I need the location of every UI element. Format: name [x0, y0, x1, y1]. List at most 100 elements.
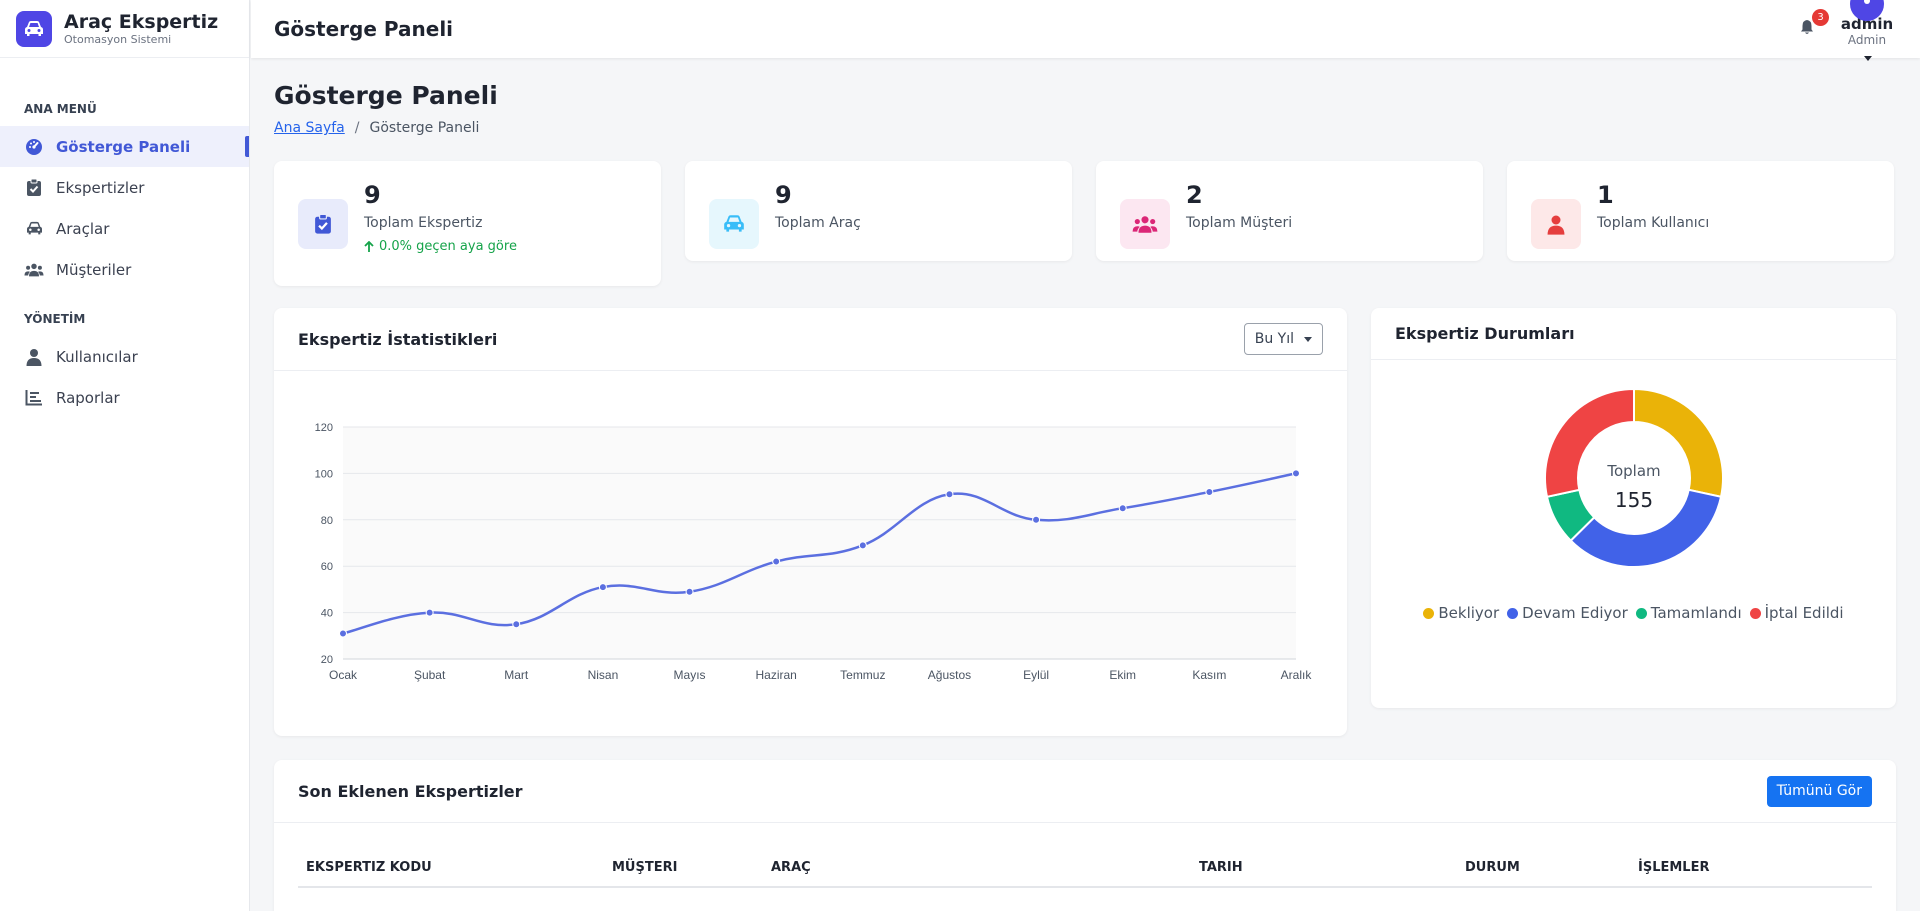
inspection-stats-panel: Ekspertiz İstatistikleri Bu Yıl 20 40 60 80… [274, 308, 1347, 736]
recent-panel-title: Son Eklenen Ekspertizler [298, 781, 523, 801]
data-point[interactable] [1118, 504, 1127, 513]
x-tick-label: Ocak [329, 668, 358, 682]
stat-card-vehicles: 9 Toplam Araç [685, 161, 1072, 261]
column-header[interactable]: Araç [771, 859, 811, 875]
car-icon [16, 10, 52, 47]
stat-label: Toplam Müşteri [1186, 215, 1293, 231]
data-point[interactable] [1292, 469, 1300, 478]
data-point[interactable] [512, 620, 521, 629]
data-point[interactable] [425, 608, 434, 617]
legend-item[interactable]: Devam Ediyor [1507, 604, 1628, 622]
stat-trend: 0.0% geçen aya göre [364, 239, 517, 254]
sidebar-item-vehicles[interactable]: Araçlar [0, 208, 249, 249]
user-menu[interactable]: admin Admin [1837, 0, 1897, 61]
x-tick-label: Mayıs [674, 668, 706, 682]
sidebar-item-label: Ekspertizler [56, 178, 145, 197]
donut-slice[interactable] [1544, 387, 1635, 498]
clipboard-check-icon [24, 178, 44, 198]
plot-area [343, 427, 1296, 659]
data-point[interactable] [858, 541, 867, 550]
y-tick-label: 40 [321, 608, 333, 620]
data-point[interactable] [772, 557, 781, 566]
car-icon [24, 219, 44, 239]
legend-item[interactable]: Tamamlandı [1635, 604, 1742, 622]
menu-section-admin: YÖNETİM [24, 312, 86, 326]
sidebar-item-label: Gösterge Paneli [56, 137, 191, 156]
sidebar-item-reports[interactable]: Raporlar [0, 377, 249, 418]
data-point[interactable] [598, 583, 607, 592]
x-tick-label: Kasım [1192, 668, 1226, 682]
donut-legend: Bekliyor Devam Ediyor Tamamlandı İptal Edil… [1371, 604, 1896, 622]
column-header[interactable]: Ekspertiz Kodu [306, 859, 432, 875]
legend-label: Tamamlandı [1650, 604, 1742, 622]
x-tick-label: Haziran [756, 668, 797, 682]
data-point[interactable] [945, 490, 954, 499]
notifications-button[interactable]: 3 [1795, 9, 1829, 41]
arrow-up-icon [364, 240, 374, 252]
column-header[interactable]: Tarih [1199, 859, 1243, 875]
sidebar-item-dashboard[interactable]: Gösterge Paneli [0, 126, 249, 167]
legend-item[interactable]: Bekliyor [1423, 604, 1499, 622]
sidebar-item-inspections[interactable]: Ekspertizler [0, 167, 249, 208]
breadcrumb-separator: / [354, 120, 360, 136]
legend-swatch [1507, 607, 1519, 619]
y-tick-label: 20 [321, 654, 333, 666]
chevron-down-icon [1304, 336, 1312, 342]
legend-swatch [1423, 607, 1435, 619]
column-header[interactable]: İşlemler [1638, 859, 1710, 875]
legend-swatch [1635, 607, 1647, 619]
brand[interactable]: Araç Ekspertiz Otomasyon Sistemi [0, 0, 249, 58]
stats-panel-title: Ekspertiz İstatistikleri [298, 329, 498, 349]
recent-inspections-panel: Son Eklenen Ekspertizler Tümünü Gör Eksp… [274, 760, 1896, 911]
sidebar-item-label: Müşteriler [56, 260, 132, 279]
range-select[interactable]: Bu Yıl [1243, 323, 1323, 355]
user-name: admin [1840, 15, 1894, 33]
view-all-button[interactable]: Tümünü Gör [1766, 775, 1872, 807]
donut-slice[interactable] [1633, 387, 1724, 498]
user-icon [24, 347, 44, 367]
topbar-title: Gösterge Paneli [274, 17, 454, 41]
donut-slice[interactable] [1569, 488, 1723, 568]
range-select-value: Bu Yıl [1254, 331, 1294, 347]
clipboard-check-icon [298, 199, 348, 249]
breadcrumb-home-link[interactable]: Ana Sayfa [274, 120, 345, 136]
main-content: Gösterge Paneli Ana Sayfa / Gösterge Pan… [274, 58, 1896, 911]
legend-label: İptal Edildi [1764, 604, 1844, 622]
stat-value: 9 [775, 181, 792, 209]
data-point[interactable] [1032, 515, 1041, 524]
donut-center-label: Toplam [1606, 462, 1660, 480]
x-tick-label: Mart [504, 668, 529, 682]
column-header[interactable]: Müşteri [612, 859, 678, 875]
sidebar-item-label: Kullanıcılar [56, 347, 138, 366]
user-role: Admin [1847, 33, 1887, 47]
breadcrumb: Ana Sayfa / Gösterge Paneli [274, 120, 1896, 136]
user-icon [1531, 199, 1581, 249]
x-tick-label: Şubat [414, 668, 446, 682]
topbar: Gösterge Paneli 3 admin Admin [251, 0, 1920, 61]
x-tick-label: Eylül [1023, 668, 1049, 682]
sidebar-item-users[interactable]: Kullanıcılar [0, 336, 249, 377]
breadcrumb-current: Gösterge Paneli [369, 120, 480, 136]
bar-chart-icon [24, 388, 44, 408]
legend-item[interactable]: İptal Edildi [1749, 604, 1844, 622]
users-icon [24, 260, 44, 280]
sidebar-item-label: Raporlar [56, 388, 120, 407]
donut-chart: Toplam 155 [1544, 387, 1724, 568]
page-title: Gösterge Paneli [274, 81, 498, 110]
series-line [342, 472, 1297, 635]
data-point[interactable] [1205, 487, 1214, 496]
data-point[interactable] [339, 629, 347, 638]
bell-icon [1800, 19, 1814, 39]
column-header[interactable]: Durum [1465, 859, 1520, 875]
sidebar-item-customers[interactable]: Müşteriler [0, 249, 249, 290]
avatar [1850, 0, 1884, 21]
data-point[interactable] [685, 587, 694, 596]
stat-trend-text: 0.0% geçen aya göre [379, 239, 517, 254]
y-tick-label: 80 [321, 515, 333, 527]
stat-value: 9 [364, 181, 381, 209]
stat-label: Toplam Kullanıcı [1597, 215, 1710, 231]
menu-section-main: ANA MENÜ [24, 102, 97, 116]
stat-card-customers: 2 Toplam Müşteri [1096, 161, 1483, 261]
legend-label: Devam Ediyor [1522, 604, 1628, 622]
stat-card-inspections: 9 Toplam Ekspertiz 0.0% geçen aya göre [274, 161, 661, 286]
